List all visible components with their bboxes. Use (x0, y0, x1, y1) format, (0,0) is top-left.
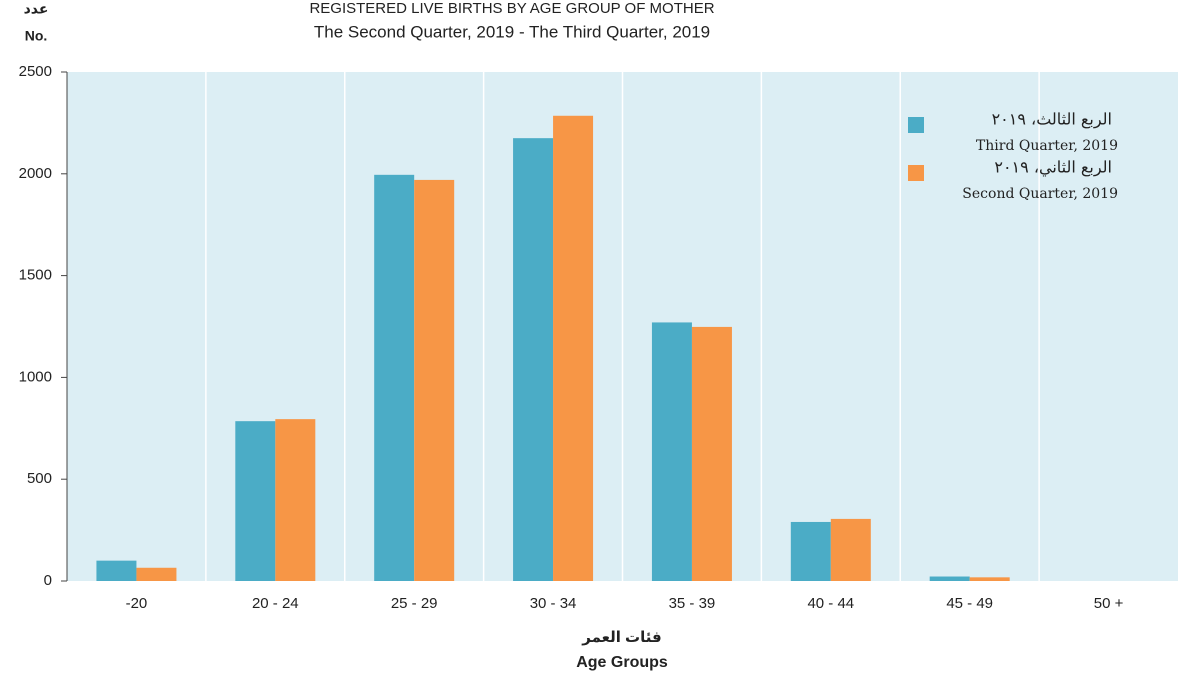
bar (374, 174, 415, 581)
bar (96, 560, 137, 581)
y-tick-label: 2000 (19, 165, 52, 182)
legend-label-ar: الربع الثاني، ٢٠١٩ (994, 158, 1112, 177)
chart-title: REGISTERED LIVE BIRTHS BY AGE GROUP OF M… (309, 0, 714, 17)
y-tick-label: 1500 (19, 267, 52, 284)
x-tick-label: -20 (126, 595, 148, 612)
bar (235, 421, 276, 581)
y-tick-label: 2500 (19, 63, 52, 80)
y-tick-label: 0 (44, 572, 52, 589)
legend-label-ar: الربع الثالث، ٢٠١٩ (992, 110, 1112, 129)
bar (136, 567, 177, 581)
y-tick-label: 500 (27, 470, 52, 487)
x-tick-label: 45 - 49 (946, 595, 993, 612)
x-tick-label: 40 - 44 (807, 595, 854, 612)
legend-swatch (908, 165, 924, 181)
x-axis-label-ar: فئات العمر (581, 629, 661, 646)
y-axis-label-ar: عدد (24, 1, 49, 17)
chart-subtitle: The Second Quarter, 2019 - The Third Qua… (314, 22, 710, 41)
bar (414, 179, 455, 581)
bar (790, 521, 831, 581)
x-tick-label: 30 - 34 (530, 595, 577, 612)
bar (513, 138, 554, 582)
x-axis-label: Age Groups (576, 654, 668, 671)
bar (830, 518, 871, 581)
x-tick-label: 50 + (1094, 595, 1124, 612)
x-tick-label: 25 - 29 (391, 595, 438, 612)
y-tick-label: 1000 (19, 368, 52, 385)
bar (275, 419, 316, 581)
bar (553, 115, 594, 582)
x-tick-label: 20 - 24 (252, 595, 299, 612)
y-axis-label: No. (25, 28, 48, 44)
x-tick-label: 35 - 39 (669, 595, 716, 612)
bar (691, 326, 732, 581)
legend-label: Second Quarter, 2019 (962, 186, 1118, 202)
bar (651, 322, 692, 581)
bar (929, 576, 970, 581)
legend-swatch (908, 117, 924, 133)
legend-label: Third Quarter, 2019 (976, 138, 1118, 154)
bar (969, 577, 1010, 581)
